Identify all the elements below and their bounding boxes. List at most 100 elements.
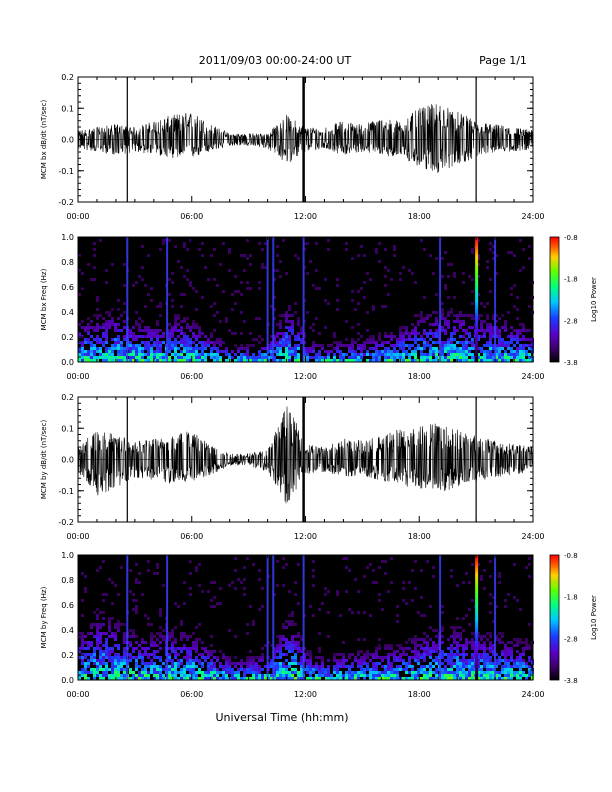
spectrogram-cell	[249, 263, 252, 266]
spectrogram-cell	[294, 623, 297, 626]
spectrogram-cell	[375, 677, 378, 680]
spectrogram-cell	[234, 656, 237, 659]
spectrogram-cell	[369, 359, 372, 362]
spectrogram-cell	[477, 644, 480, 647]
spectrogram-cell	[372, 341, 375, 344]
spectrogram-cell	[450, 344, 453, 347]
spectrogram-cell	[204, 359, 207, 362]
spectrogram-cell	[291, 677, 294, 680]
spectrogram-cell	[105, 341, 108, 344]
spectrogram-cell	[147, 569, 150, 572]
spectrogram-cell	[435, 320, 438, 323]
spectrogram-cell	[423, 653, 426, 656]
spectrogram-cell	[489, 332, 492, 335]
spectrogram-cell	[354, 308, 357, 311]
spectrogram-cell	[462, 629, 465, 632]
spectrogram-cell	[177, 653, 180, 656]
spectrogram-cell	[84, 656, 87, 659]
spectrogram-cell	[459, 677, 462, 680]
spectrogram-cell	[213, 302, 216, 305]
spectrogram-cell	[87, 671, 90, 674]
spectrogram-cell	[498, 662, 501, 665]
spectrogram-cell	[258, 353, 261, 356]
spectrogram-cell	[513, 665, 516, 668]
spectrogram-cell	[510, 650, 513, 653]
spectrogram-cell	[99, 662, 102, 665]
spectrogram-cell	[492, 317, 495, 320]
spectrogram-cell	[279, 647, 282, 650]
spectrogram-cell	[372, 356, 375, 359]
spectrogram-cell	[249, 356, 252, 359]
spectrogram-cell	[345, 677, 348, 680]
spectrogram-cell	[132, 356, 135, 359]
spectrogram-cell	[414, 677, 417, 680]
spectrogram-cell	[369, 335, 372, 338]
spectrogram-cell	[489, 350, 492, 353]
spectrogram-cell	[93, 650, 96, 653]
spectrogram-cell	[150, 623, 153, 626]
spectrogram-cell	[111, 323, 114, 326]
spectrogram-cell	[405, 647, 408, 650]
spectrogram-cell	[360, 662, 363, 665]
spectrogram-cell	[132, 353, 135, 356]
spectrogram-cell	[276, 662, 279, 665]
spectrogram-cell	[174, 647, 177, 650]
spectrogram-cell	[357, 254, 360, 257]
spectrogram-cell	[291, 323, 294, 326]
spectrogram-cell	[90, 347, 93, 350]
spectrogram-cell	[264, 359, 267, 362]
spectrogram-cell	[159, 641, 162, 644]
spectrogram-cell	[420, 338, 423, 341]
spectrogram-cell	[513, 350, 516, 353]
spectrogram-cell	[339, 344, 342, 347]
spectrogram-cell	[333, 335, 336, 338]
spectrogram-cell	[93, 635, 96, 638]
spectrogram-cell	[471, 356, 474, 359]
spectrogram-cell	[417, 653, 420, 656]
spectrogram-cell	[168, 653, 171, 656]
spectrogram-cell	[213, 278, 216, 281]
spectrogram-cell	[195, 359, 198, 362]
spectrogram-cell	[477, 314, 480, 317]
spectrogram-cell	[258, 359, 261, 362]
spectrogram-cell	[312, 584, 315, 587]
spectrogram-cell	[294, 593, 297, 596]
spectrogram-cell	[255, 356, 258, 359]
spectrogram-cell	[81, 638, 84, 641]
spectrogram-cell	[504, 350, 507, 353]
spectrogram-cell	[93, 353, 96, 356]
spectrogram-cell	[225, 347, 228, 350]
spectrogram-cell	[471, 341, 474, 344]
spectrogram-cell	[156, 356, 159, 359]
spectrogram-cell	[99, 665, 102, 668]
y-tick-label: 0.0	[61, 136, 74, 145]
spectrogram-cell	[495, 329, 498, 332]
spectrogram-cell	[276, 344, 279, 347]
spectrogram-cell	[213, 674, 216, 677]
spectrogram-cell	[357, 344, 360, 347]
spectrogram-cell	[96, 644, 99, 647]
spectrogram-cell	[102, 662, 105, 665]
spectrogram-cell	[240, 281, 243, 284]
spectrogram-cell	[198, 356, 201, 359]
spectrogram-cell	[111, 632, 114, 635]
spectrogram-cell	[492, 668, 495, 671]
spectrogram-cell	[156, 671, 159, 674]
spectrogram-cell	[207, 590, 210, 593]
spectrogram-cell	[300, 341, 303, 344]
spectrogram-cell	[456, 674, 459, 677]
spectrogram-cell	[432, 665, 435, 668]
spectrogram-cell	[81, 599, 84, 602]
spectrogram-cell	[264, 674, 267, 677]
spectrogram-cell	[483, 344, 486, 347]
spectrogram-cell	[273, 296, 276, 299]
spectrogram-cell	[108, 635, 111, 638]
spectrogram-cell	[498, 338, 501, 341]
spectrogram-cell	[399, 656, 402, 659]
spectrogram-cell	[123, 677, 126, 680]
spectrogram-cell	[504, 320, 507, 323]
spectrogram-cell	[378, 242, 381, 245]
spectrogram-cell	[306, 272, 309, 275]
spectrogram-cell	[489, 674, 492, 677]
spectrogram-cell	[102, 611, 105, 614]
